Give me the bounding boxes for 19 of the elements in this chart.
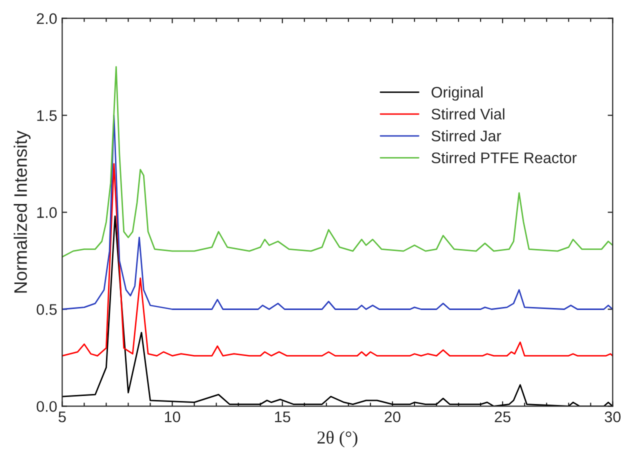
x-axis-title: 2θ (°) [318, 430, 358, 448]
legend-label: Stirred Vial [432, 108, 504, 120]
x-tick-label: 25 [494, 411, 510, 422]
y-tick-label: 1.5 [37, 110, 57, 122]
line-series [62, 66, 613, 258]
x-tick-label: 10 [164, 411, 180, 422]
legend-label: Original [432, 86, 483, 101]
legend-label: Stirred PTFE Reactor [432, 152, 577, 164]
y-tick-label: 0.0 [36, 401, 57, 412]
y-tick-label: 2.0 [36, 13, 57, 24]
x-tick-label: 20 [384, 411, 400, 422]
x-tick-label: 15 [275, 412, 290, 422]
y-tick-label: 0.5 [36, 304, 57, 315]
x-tick-label: 5 [58, 412, 66, 422]
y-axis-title: Normalized Intensity [14, 130, 31, 293]
legend-label: Stirred Jar [432, 130, 502, 142]
x-tick-label: 30 [604, 411, 621, 422]
y-tick-label: 1.0 [37, 207, 57, 218]
line-series [62, 163, 613, 356]
